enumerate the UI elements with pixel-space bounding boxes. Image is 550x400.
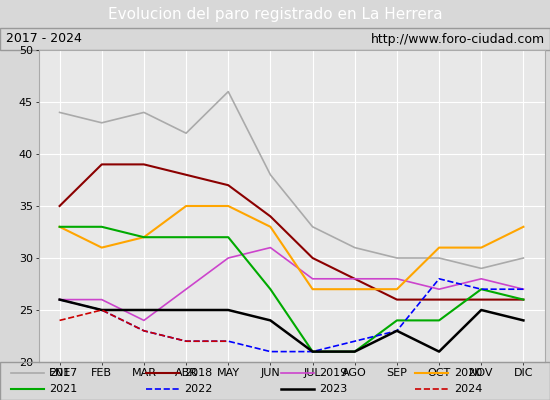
Text: 2022: 2022 [184,384,213,394]
Text: Evolucion del paro registrado en La Herrera: Evolucion del paro registrado en La Herr… [108,6,442,22]
Text: 2018: 2018 [184,368,212,378]
Text: 2020: 2020 [454,368,482,378]
Text: 2024: 2024 [454,384,482,394]
Text: 2021: 2021 [50,384,78,394]
Text: 2023: 2023 [319,384,347,394]
Text: 2017 - 2024: 2017 - 2024 [6,32,81,46]
Text: http://www.foro-ciudad.com: http://www.foro-ciudad.com [370,32,544,46]
Text: 2017: 2017 [50,368,78,378]
Text: 2019: 2019 [319,368,347,378]
